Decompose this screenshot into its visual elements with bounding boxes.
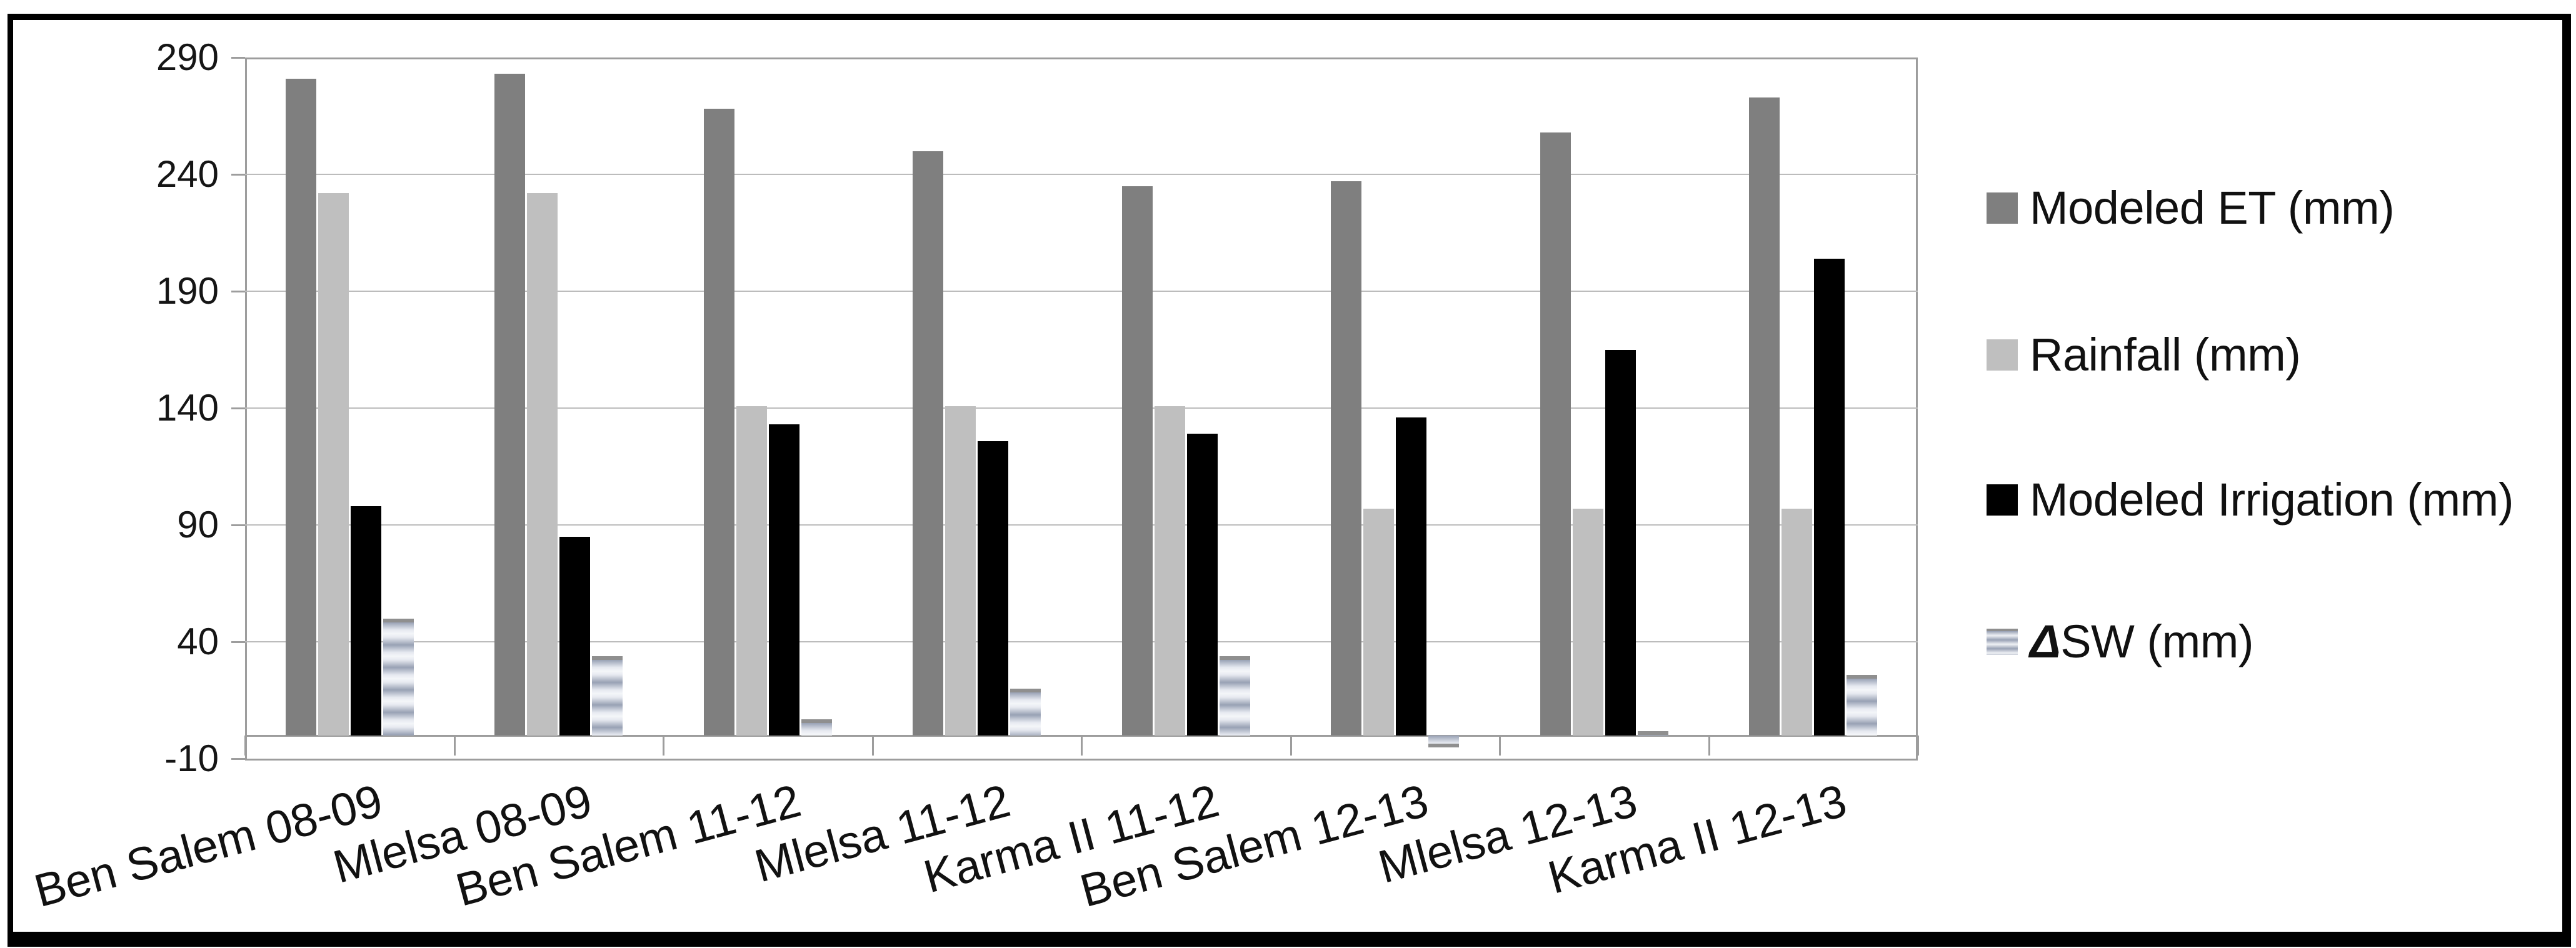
x-axis-tick bbox=[663, 736, 664, 756]
bar-modeled-irrigation-mm-ben-salem-08-09 bbox=[351, 506, 381, 736]
bar-modeled-et-mm-ben-salem-08-09 bbox=[286, 79, 316, 736]
y-tick-label: 90 bbox=[177, 504, 219, 546]
legend-item-sw-mm: ΔSW (mm) bbox=[2030, 616, 2254, 667]
bar-modeled-irrigation-mm-mlelsa-12-13 bbox=[1605, 350, 1636, 736]
x-axis-tick bbox=[244, 736, 246, 756]
x-axis-tick bbox=[1081, 736, 1083, 756]
gridline-140 bbox=[245, 407, 1918, 409]
x-axis-tick bbox=[1917, 736, 1919, 756]
y-axis-tick bbox=[231, 641, 245, 644]
bar-modeled-irrigation-mm-mlelsa-08-09 bbox=[559, 537, 590, 736]
gridline-240 bbox=[245, 174, 1918, 176]
y-axis-tick bbox=[231, 758, 245, 761]
bar-modeled-et-mm-karma-ii-12-13 bbox=[1749, 97, 1780, 736]
y-axis-tick bbox=[231, 174, 245, 176]
bar-sw-mm-karma-ii-11-12 bbox=[1220, 656, 1250, 736]
x-axis-tick bbox=[1290, 736, 1292, 756]
x-axis-tick bbox=[453, 736, 456, 756]
bar-modeled-irrigation-mm-karma-ii-12-13 bbox=[1814, 259, 1845, 736]
bar-rainfall-mm-ben-salem-08-09 bbox=[318, 193, 349, 736]
bar-rainfall-mm-karma-ii-12-13 bbox=[1782, 509, 1812, 736]
y-axis-tick bbox=[231, 407, 245, 410]
y-tick-label: -10 bbox=[164, 737, 219, 780]
bar-modeled-irrigation-mm-karma-ii-11-12 bbox=[1187, 434, 1218, 736]
legend-swatch-sw-mm bbox=[1987, 629, 2018, 655]
bar-rainfall-mm-ben-salem-11-12 bbox=[736, 406, 767, 736]
y-axis-tick bbox=[231, 57, 245, 59]
y-tick-label: 290 bbox=[156, 36, 219, 79]
bar-rainfall-mm-mlelsa-12-13 bbox=[1573, 509, 1603, 736]
bar-modeled-et-mm-karma-ii-11-12 bbox=[1122, 186, 1153, 736]
bar-modeled-et-mm-ben-salem-12-13 bbox=[1331, 181, 1361, 736]
x-axis-tick bbox=[871, 736, 874, 756]
bar-sw-mm-ben-salem-11-12 bbox=[801, 719, 832, 736]
bar-modeled-irrigation-mm-ben-salem-12-13 bbox=[1396, 417, 1426, 736]
bar-modeled-irrigation-mm-ben-salem-11-12 bbox=[769, 424, 799, 736]
y-tick-label: 190 bbox=[156, 270, 219, 312]
legend-item-modeled-et-mm: Modeled ET (mm) bbox=[2030, 182, 2395, 234]
legend-item-rainfall-mm: Rainfall (mm) bbox=[2030, 329, 2301, 381]
bar-sw-mm-mlelsa-12-13 bbox=[1638, 731, 1668, 736]
y-axis-tick bbox=[231, 291, 245, 293]
bar-modeled-et-mm-mlelsa-12-13 bbox=[1540, 132, 1571, 736]
legend-swatch-modeled-et-mm bbox=[1987, 192, 2018, 224]
bar-sw-mm-ben-salem-08-09 bbox=[383, 619, 414, 736]
y-axis-tick bbox=[231, 524, 245, 527]
bar-modeled-et-mm-mlelsa-08-09 bbox=[494, 74, 525, 736]
legend-swatch-rainfall-mm bbox=[1987, 339, 2018, 371]
y-tick-label: 240 bbox=[156, 153, 219, 196]
legend-item-modeled-irrigation-mm: Modeled Irrigation (mm) bbox=[2030, 474, 2513, 526]
bar-rainfall-mm-ben-salem-12-13 bbox=[1363, 509, 1394, 736]
bar-sw-mm-karma-ii-12-13 bbox=[1847, 675, 1877, 736]
x-axis-tick bbox=[1708, 736, 1710, 756]
bar-modeled-et-mm-mlelsa-11-12 bbox=[913, 151, 943, 736]
bar-sw-mm-mlelsa-08-09 bbox=[592, 656, 623, 736]
legend-swatch-modeled-irrigation-mm bbox=[1987, 484, 2018, 516]
bar-sw-mm-ben-salem-12-13 bbox=[1428, 736, 1459, 747]
bar-modeled-et-mm-ben-salem-11-12 bbox=[704, 109, 734, 736]
bar-rainfall-mm-mlelsa-11-12 bbox=[945, 406, 976, 736]
bar-modeled-irrigation-mm-mlelsa-11-12 bbox=[978, 441, 1008, 736]
gridline-90 bbox=[245, 524, 1918, 526]
bar-sw-mm-mlelsa-11-12 bbox=[1010, 689, 1041, 736]
y-tick-label: 40 bbox=[177, 621, 219, 663]
y-tick-label: 140 bbox=[156, 387, 219, 429]
bar-rainfall-mm-karma-ii-11-12 bbox=[1155, 406, 1185, 736]
gridline-190 bbox=[245, 291, 1918, 292]
bar-rainfall-mm-mlelsa-08-09 bbox=[527, 193, 558, 736]
gridline-40 bbox=[245, 641, 1918, 643]
x-axis-tick bbox=[1499, 736, 1501, 756]
